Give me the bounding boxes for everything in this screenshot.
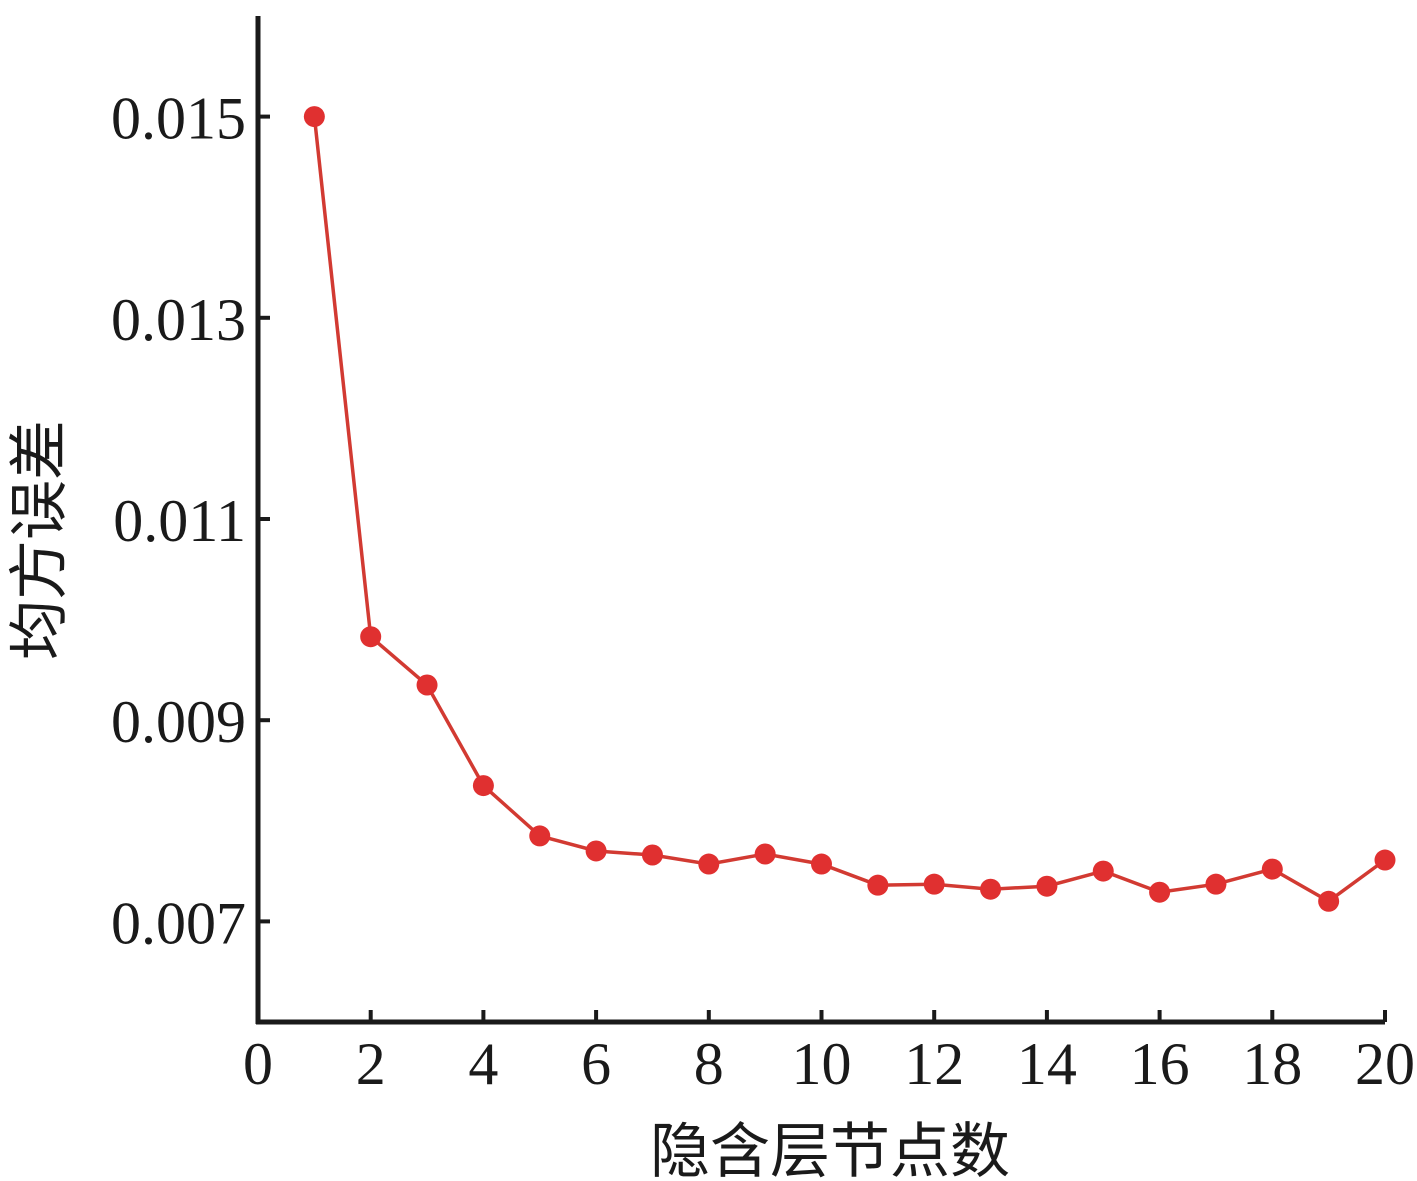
x-tick-label: 6 [581,1031,611,1097]
data-point [529,825,551,847]
x-axis-ticks: 0 2 4 6 8 10 12 14 16 18 20 [243,1010,1415,1097]
data-point [1149,881,1171,903]
data-point [303,106,325,128]
data-point [585,840,607,862]
x-tick-label: 12 [904,1031,964,1097]
y-tick-label: 0.007 [111,890,246,956]
data-point [811,853,832,875]
data-point [754,843,776,865]
data-point [980,878,1002,900]
x-tick-label: 16 [1130,1031,1190,1097]
x-axis-title: 隐含层节点数 [650,1117,1010,1181]
x-tick-label: 8 [694,1031,724,1097]
y-tick-label: 0.015 [111,86,246,152]
data-point [1092,860,1114,882]
data-point [698,853,720,875]
y-axis-ticks: 0.007 0.009 0.011 0.013 0.015 [111,86,270,956]
data-point [1374,849,1396,871]
y-tick-label: 0.013 [111,287,246,353]
data-point [867,874,889,896]
data-point [472,775,494,797]
y-tick-label: 0.009 [111,689,246,755]
data-point [1318,890,1340,912]
data-point [416,674,438,696]
x-tick-label: 10 [792,1031,852,1097]
x-tick-label: 14 [1017,1031,1077,1097]
data-point [1261,858,1283,880]
x-tick-label: 4 [468,1031,498,1097]
x-tick-label: 18 [1242,1031,1302,1097]
y-axis-title: 均方误差 [5,420,75,660]
x-tick-label: 2 [356,1031,386,1097]
y-tick-label: 0.011 [113,488,246,554]
x-tick-label: 20 [1355,1031,1415,1097]
x-tick-label: 0 [243,1031,273,1097]
data-point [641,844,663,866]
data-point [1205,873,1227,895]
data-point [360,626,382,648]
data-point [923,873,945,895]
series-group [303,106,1396,912]
data-point [1036,875,1058,897]
